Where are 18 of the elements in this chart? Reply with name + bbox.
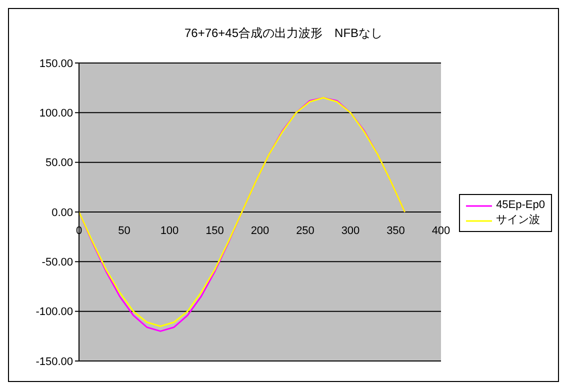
y-tick-label: -100.00 <box>36 306 73 318</box>
y-tick-label: 150.00 <box>39 58 73 70</box>
chart-title: 76+76+45合成の出力波形 NFBなし <box>183 25 384 42</box>
y-tick-label: 50.00 <box>45 157 73 170</box>
y-tick-label: 100.00 <box>39 108 73 120</box>
x-tick-label: 350 <box>386 225 405 237</box>
y-tick-label: 0.00 <box>52 206 73 219</box>
x-tick-label: 400 <box>432 225 450 237</box>
legend-label: サイン波 <box>496 213 540 228</box>
y-tick-label: -50.00 <box>42 256 73 269</box>
x-tick-label: 100 <box>160 225 179 237</box>
x-tick-label: 150 <box>206 225 224 237</box>
x-tick-label: 300 <box>341 225 360 237</box>
y-tick-label: -150.00 <box>36 356 73 368</box>
legend-label: 45Ep-Ep0 <box>496 198 545 213</box>
x-tick-label: 200 <box>250 225 270 237</box>
x-tick-label: 250 <box>296 225 314 237</box>
x-tick-label: 50 <box>118 225 130 237</box>
